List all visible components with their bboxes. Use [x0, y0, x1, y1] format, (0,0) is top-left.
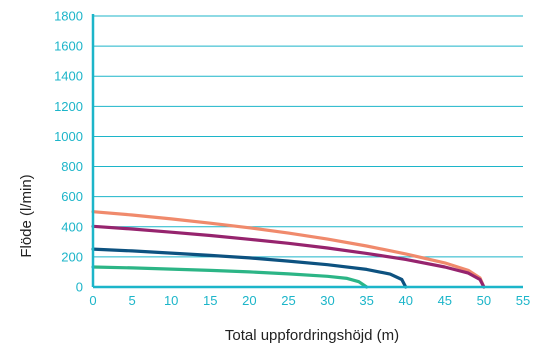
x-tick-label: 35 [359, 293, 373, 308]
y-tick-label: 1600 [54, 39, 83, 54]
series-line-1 [91, 210, 486, 289]
x-tick-label: 40 [398, 293, 412, 308]
x-tick-label: 0 [89, 293, 96, 308]
x-axis-title: Total uppfordringshöjd (m) [225, 327, 399, 344]
tick-labels: 0 200 400 600 800 1000 1200 1400 1600 1800 0 5 10 15 2… [54, 9, 530, 309]
x-tick-label: 45 [438, 293, 452, 308]
series-line-2 [91, 224, 486, 289]
x-tick-label: 15 [203, 293, 217, 308]
x-tick-label: 50 [477, 293, 491, 308]
y-tick-label: 1400 [54, 69, 83, 84]
axes [91, 14, 523, 289]
series-line-4 [91, 265, 369, 289]
x-tick-label: 30 [320, 293, 334, 308]
y-tick-label: 0 [76, 280, 83, 295]
x-tick-label: 20 [242, 293, 256, 308]
x-tick-label: 10 [164, 293, 178, 308]
x-tick-label: 5 [128, 293, 135, 308]
y-tick-label: 200 [61, 249, 83, 264]
y-tick-label: 400 [61, 219, 83, 234]
grid-lines [93, 15, 523, 258]
series-line-3 [91, 247, 408, 289]
x-tick-label: 55 [516, 293, 530, 308]
y-tick-label: 1000 [54, 129, 83, 144]
y-tick-label: 1200 [54, 99, 83, 114]
y-tick-label: 600 [61, 189, 83, 204]
y-tick-label: 800 [61, 159, 83, 174]
y-axis-title: Flöde (l/min) [18, 174, 35, 257]
y-tick-label: 1800 [54, 9, 83, 24]
series-lines [91, 210, 486, 289]
x-tick-label: 25 [281, 293, 295, 308]
